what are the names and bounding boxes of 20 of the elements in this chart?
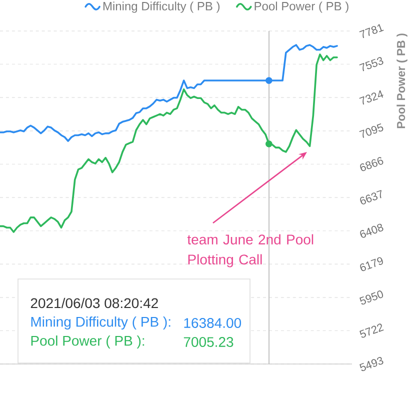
y-tick-label: 6637 <box>360 190 382 204</box>
annotation: 2021/06/03 08:20:42 <box>30 298 158 308</box>
legend-label: Pool Power ( PB ) <box>254 2 348 13</box>
y-tick-label: 5722 <box>360 324 384 338</box>
y-axis-title: Pool Power ( PB ) <box>396 34 408 128</box>
y-tick-label: 6179 <box>360 257 383 272</box>
y-tick-label: 5493 <box>360 356 384 372</box>
annotation: team June 2nd Pool Plotting Call <box>187 234 314 268</box>
y-tick-label: 7553 <box>359 57 384 72</box>
y-tick-label: 7095 <box>359 123 384 138</box>
annotation: 7005.23 <box>184 337 234 347</box>
y-tick-label: 5950 <box>360 290 384 305</box>
y-tick-label: 6866 <box>360 157 384 172</box>
y-tick-label: 7781 <box>359 24 384 38</box>
annotation: Mining Difficulty ( PB ): <box>31 316 170 330</box>
annotation: 16384.00 <box>184 318 242 328</box>
y-tick-label: 6408 <box>360 224 384 238</box>
y-tick-label: 7324 <box>359 90 384 105</box>
annotation: Pool Power ( PB ): <box>31 335 144 349</box>
legend-label: Mining Difficulty ( PB ) <box>103 2 220 13</box>
